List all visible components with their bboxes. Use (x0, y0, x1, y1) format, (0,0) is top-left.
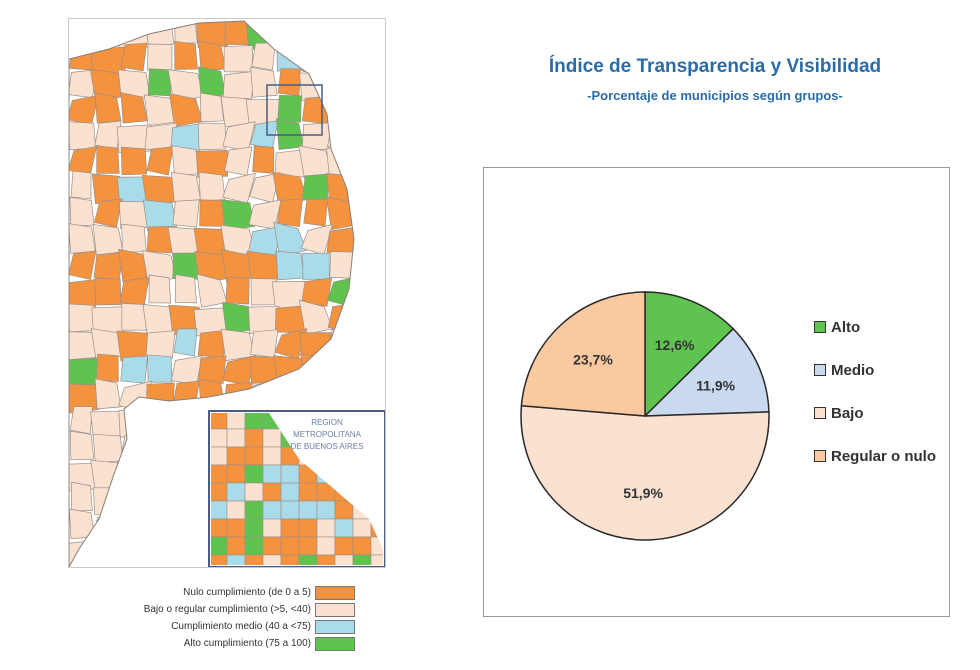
pie-legend-item-medio: Medio (814, 359, 936, 381)
pie-legend: Alto Medio Bajo Regular o nulo (814, 316, 936, 488)
pie-data-label: 11,9% (696, 378, 735, 394)
map-legend-swatch (315, 619, 355, 634)
pie-data-label: 23,7% (573, 351, 613, 367)
pie-chart: 12,6% 11,9% 51,9% 23,7% (520, 291, 770, 541)
inset-label-line-2: METROPOLITANA (293, 430, 362, 439)
pie-legend-item-bajo: Bajo (814, 402, 936, 424)
pie-legend-label: Regular o nulo (831, 447, 936, 465)
map-legend-label: Nulo cumplimiento (de 0 a 5) (183, 587, 311, 598)
pie-legend-swatch (814, 450, 826, 462)
pie-legend-label: Alto (831, 318, 861, 336)
map-legend-item: Bajo o regular cumplimiento (>5, <40) (105, 601, 355, 618)
pie-data-label: 12,6% (655, 337, 695, 353)
pie-legend-item-regular-o-nulo: Regular o nulo (814, 445, 936, 467)
map-legend-swatch (315, 636, 355, 651)
map-legend: Nulo cumplimiento (de 0 a 5) Bajo o regu… (105, 584, 355, 652)
pie-legend-swatch (814, 321, 826, 333)
map-graphic: REGION METROPOLITANA DE BUENOS AIRES (69, 20, 385, 567)
map-legend-swatch (315, 602, 355, 617)
pie-legend-swatch (814, 364, 826, 376)
map-legend-item: Nulo cumplimiento (de 0 a 5) (105, 584, 355, 601)
map-legend-label: Cumplimiento medio (40 a <75) (171, 621, 311, 632)
map-legend-item: Cumplimiento medio (40 a <75) (105, 618, 355, 635)
map-legend-swatch (315, 585, 355, 600)
pie-legend-label: Medio (831, 361, 875, 379)
map-legend-label: Bajo o regular cumplimiento (>5, <40) (143, 604, 311, 615)
chart-subtitle: -Porcentaje de municipios según grupos- (587, 88, 843, 103)
inset-label-line-3: DE BUENOS AIRES (291, 442, 364, 451)
pie-slice-regular-o-nulo (520, 291, 646, 417)
map-legend-item: Alto cumplimiento (75 a 100) (105, 635, 355, 652)
inset-label-line-1: REGION (311, 418, 343, 427)
pie-slice-alto (644, 291, 735, 418)
map-legend-label: Alto cumplimiento (75 a 100) (183, 638, 311, 649)
province-map: REGION METROPOLITANA DE BUENOS AIRES (68, 18, 386, 568)
inset-regions (211, 413, 383, 565)
pie-legend-swatch (814, 407, 826, 419)
metro-zoom-box (266, 84, 323, 136)
pie-legend-label: Bajo (831, 404, 864, 422)
pie-legend-item-alto: Alto (814, 316, 936, 338)
pie-data-label: 51,9% (623, 485, 663, 501)
pie-chart-frame: 12,6% 11,9% 51,9% 23,7% Alto Medio Bajo Reg… (483, 167, 950, 617)
chart-title: Índice de Transparencia y Visibilidad (548, 56, 882, 77)
pie-slice-medio (643, 327, 770, 417)
metro-inset-map: REGION METROPOLITANA DE BUENOS AIRES (208, 410, 385, 567)
pie-slice-bajo (520, 404, 770, 541)
